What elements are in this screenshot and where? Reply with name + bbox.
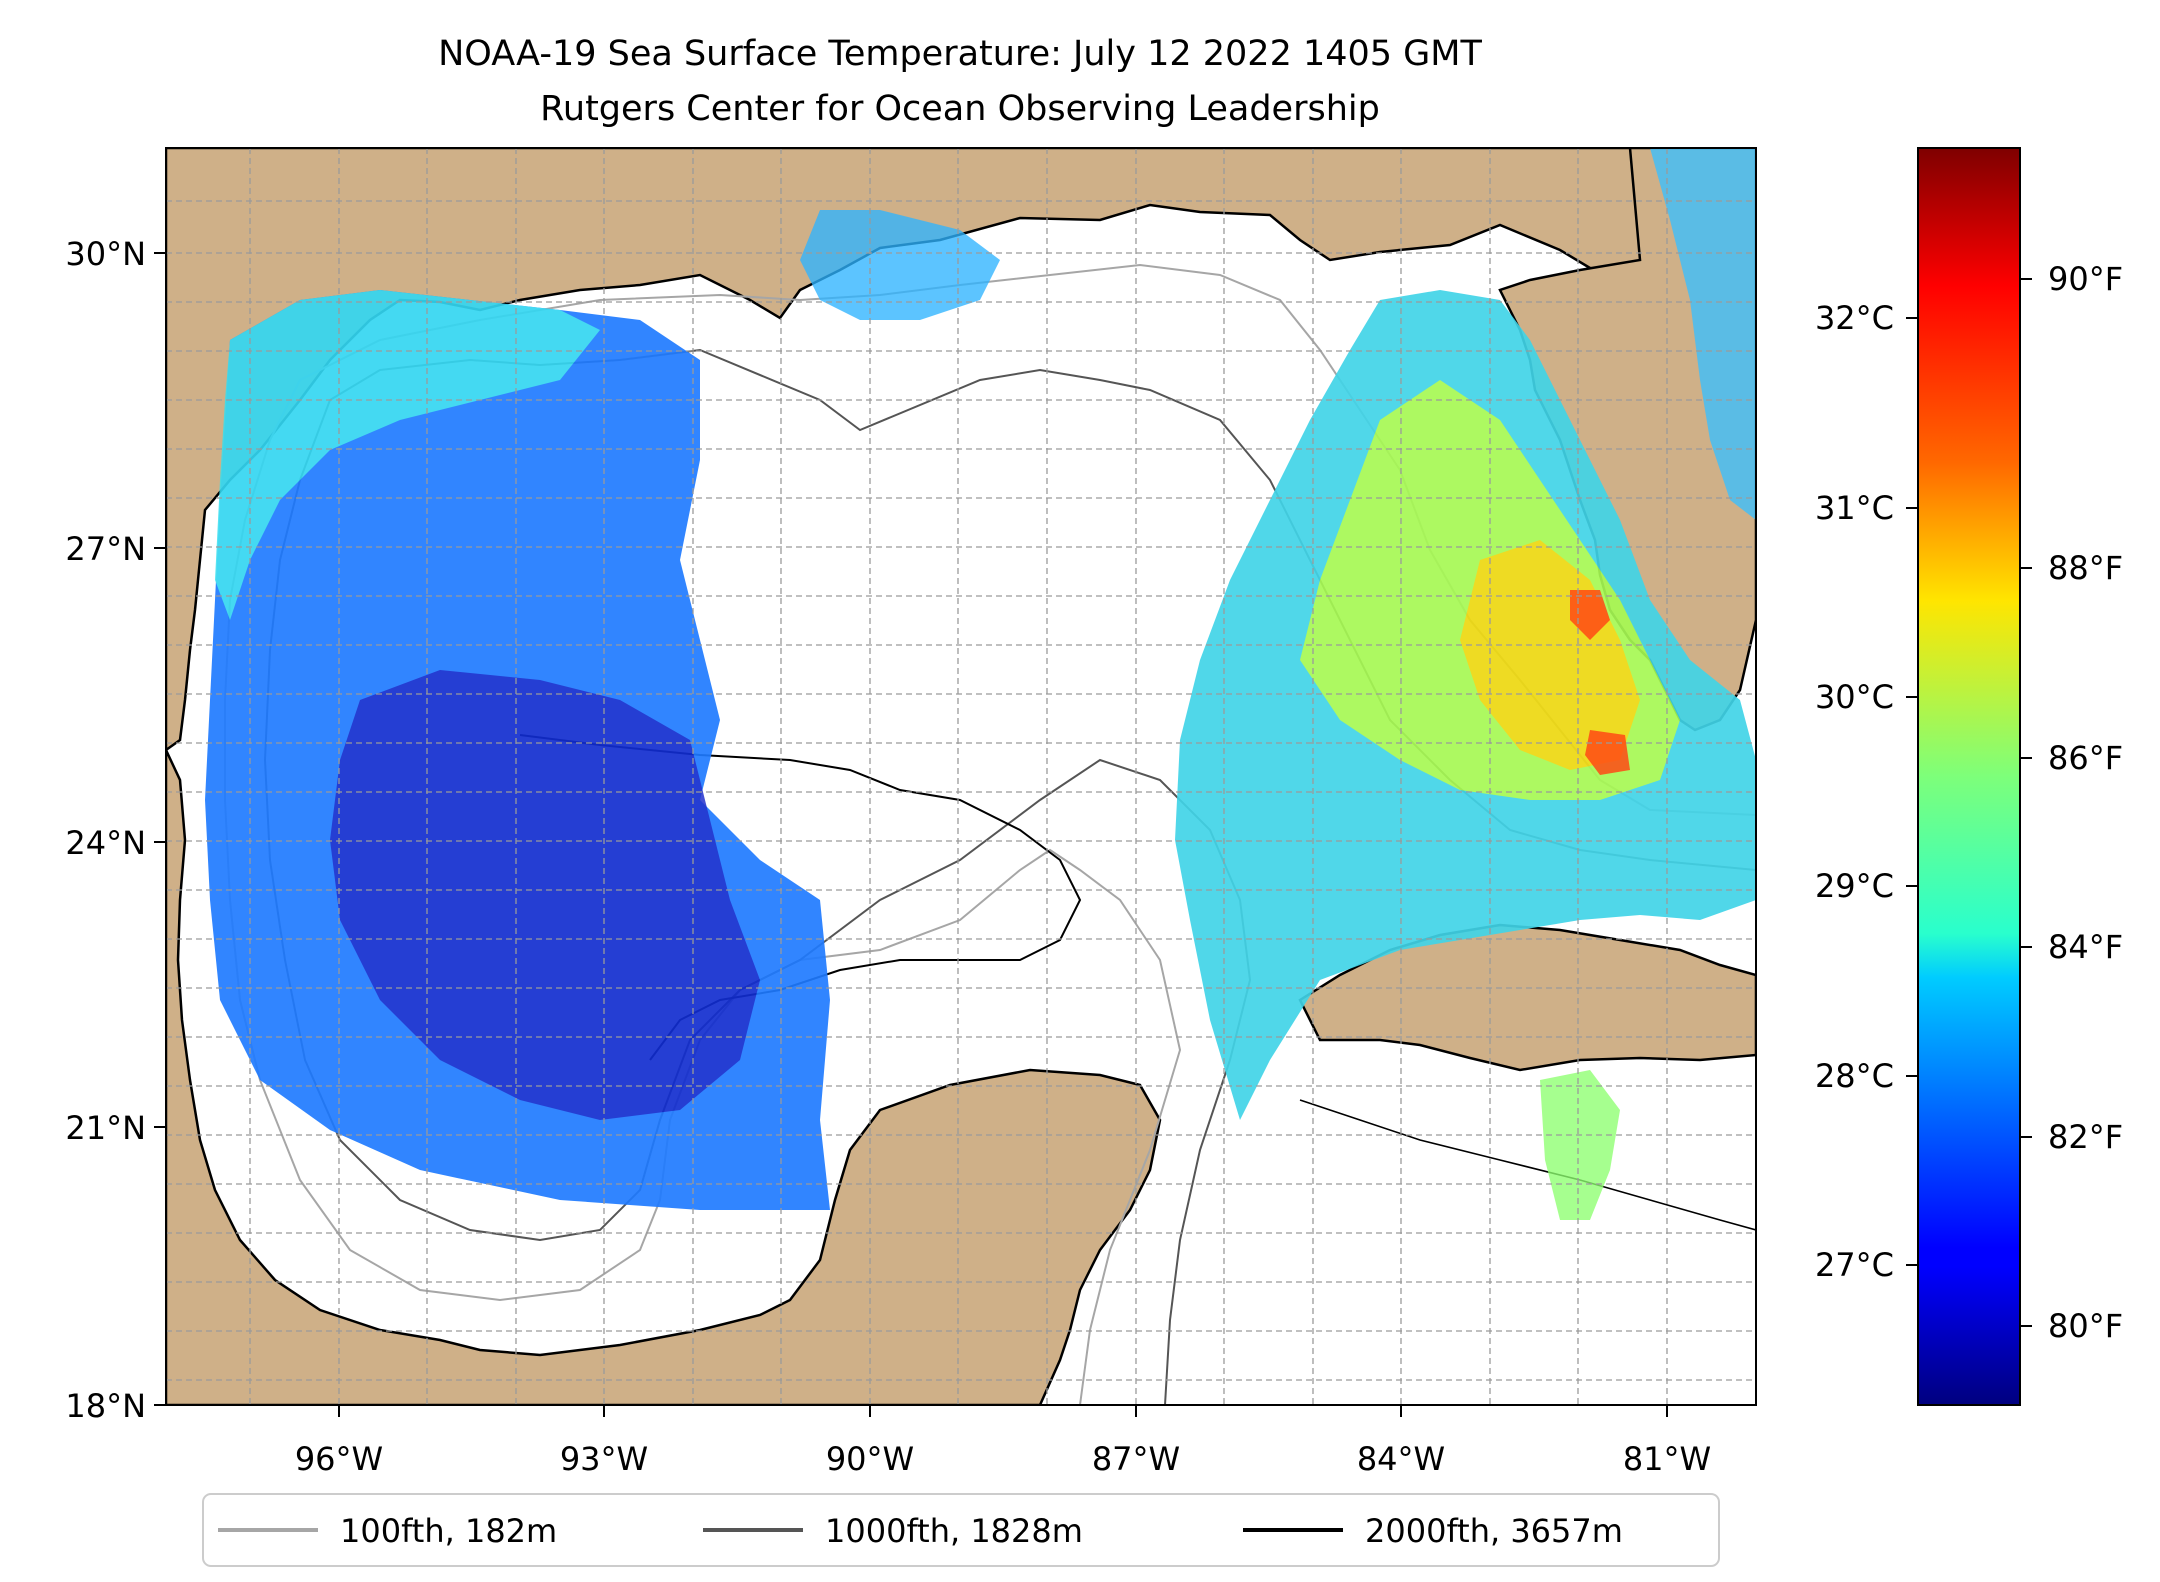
colorbar-label-88f: 88°F — [2048, 549, 2123, 587]
colorbar-label-29c: 29°C — [1815, 867, 1894, 905]
sst-swath-west-cool-core — [330, 670, 760, 1120]
colorbar — [1917, 147, 2021, 1406]
lat-label-27n: 27°N — [65, 530, 146, 568]
legend-label-100fth: 100fth, 182m — [340, 1512, 557, 1550]
title-line-1: NOAA-19 Sea Surface Temperature: July 12… — [438, 34, 1482, 74]
lon-label-84w: 84°W — [1357, 1440, 1445, 1478]
lon-label-81w: 81°W — [1623, 1440, 1711, 1478]
sst-swath-east-hottest — [1570, 590, 1630, 775]
colorbar-label-82f: 82°F — [2048, 1118, 2123, 1156]
lat-label-24n: 24°N — [65, 824, 146, 862]
sst-swath-yucatan-strait — [1540, 1070, 1620, 1220]
graticule — [166, 148, 1756, 1405]
colorbar-label-30c: 30°C — [1815, 678, 1894, 716]
colorbar-label-32c: 32°C — [1815, 299, 1894, 337]
colorbar-label-27c: 27°C — [1815, 1246, 1894, 1284]
sst-swath-west-coastal — [215, 290, 600, 620]
sst-swath-north — [800, 210, 1000, 320]
colorbar-label-80f: 80°F — [2048, 1307, 2123, 1345]
colorbar-label-90f: 90°F — [2048, 260, 2123, 298]
map-frame — [165, 147, 1757, 1406]
contour-2000fth-east — [1299, 1099, 1756, 1231]
colorbar-ticks — [1906, 278, 2032, 1327]
map-area — [166, 148, 1756, 1405]
colorbar-label-86f: 86°F — [2048, 739, 2123, 777]
legend-label-2000fth: 2000fth, 3657m — [1365, 1512, 1623, 1550]
lat-label-30n: 30°N — [65, 235, 146, 273]
lat-label-21n: 21°N — [65, 1109, 146, 1147]
lat-label-18n: 18°N — [65, 1387, 146, 1425]
colorbar-label-84f: 84°F — [2048, 928, 2123, 966]
colorbar-label-31c: 31°C — [1815, 489, 1894, 527]
land-us-north-coast — [166, 148, 1662, 752]
latitude-axis — [154, 252, 166, 1406]
longitude-axis — [338, 1405, 1668, 1417]
legend-label-1000fth: 1000fth, 1828m — [825, 1512, 1083, 1550]
legend: 100fth, 182m 1000fth, 1828m 2000fth, 365… — [202, 1493, 1720, 1567]
land-mexico — [166, 749, 1162, 1405]
lon-label-87w: 87°W — [1092, 1440, 1180, 1478]
lon-label-96w: 96°W — [295, 1440, 383, 1478]
colorbar-label-28c: 28°C — [1815, 1057, 1894, 1095]
legend-box — [202, 1493, 1720, 1567]
lon-label-90w: 90°W — [826, 1440, 914, 1478]
title-line-2: Rutgers Center for Ocean Observing Leade… — [540, 89, 1380, 129]
lon-label-93w: 93°W — [560, 1440, 648, 1478]
sst-swath-atlantic — [1650, 148, 1756, 520]
